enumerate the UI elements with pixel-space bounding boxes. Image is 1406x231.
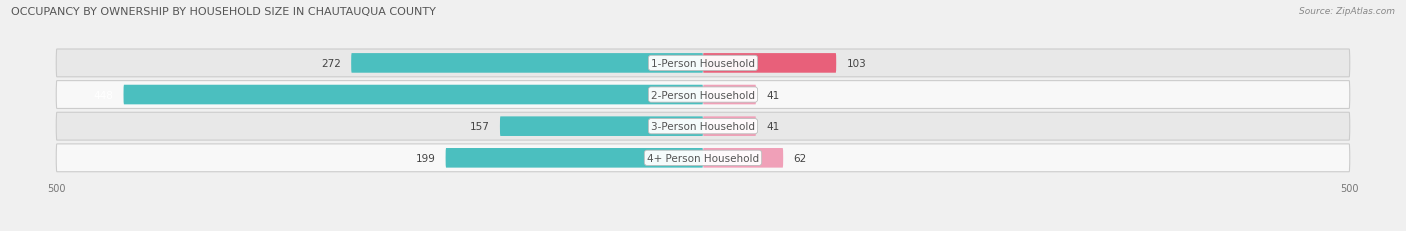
FancyBboxPatch shape (56, 113, 1350, 140)
Text: 2-Person Household: 2-Person Household (651, 90, 755, 100)
FancyBboxPatch shape (124, 85, 703, 105)
FancyBboxPatch shape (703, 85, 756, 105)
Text: 3-Person Household: 3-Person Household (651, 122, 755, 132)
Text: 272: 272 (321, 59, 340, 69)
Text: Source: ZipAtlas.com: Source: ZipAtlas.com (1299, 7, 1395, 16)
Text: 4+ Person Household: 4+ Person Household (647, 153, 759, 163)
Text: 157: 157 (470, 122, 489, 132)
FancyBboxPatch shape (703, 148, 783, 168)
FancyBboxPatch shape (56, 144, 1350, 172)
Text: 199: 199 (415, 153, 436, 163)
Text: 1-Person Household: 1-Person Household (651, 59, 755, 69)
Text: 41: 41 (766, 122, 780, 132)
Text: 448: 448 (93, 90, 112, 100)
Text: 103: 103 (846, 59, 866, 69)
FancyBboxPatch shape (56, 81, 1350, 109)
FancyBboxPatch shape (352, 54, 703, 73)
FancyBboxPatch shape (56, 50, 1350, 77)
FancyBboxPatch shape (446, 148, 703, 168)
Legend: Owner-occupied, Renter-occupied: Owner-occupied, Renter-occupied (591, 229, 815, 231)
Text: 62: 62 (793, 153, 807, 163)
Text: OCCUPANCY BY OWNERSHIP BY HOUSEHOLD SIZE IN CHAUTAUQUA COUNTY: OCCUPANCY BY OWNERSHIP BY HOUSEHOLD SIZE… (11, 7, 436, 17)
Text: 41: 41 (766, 90, 780, 100)
FancyBboxPatch shape (703, 117, 756, 136)
FancyBboxPatch shape (703, 54, 837, 73)
FancyBboxPatch shape (501, 117, 703, 136)
